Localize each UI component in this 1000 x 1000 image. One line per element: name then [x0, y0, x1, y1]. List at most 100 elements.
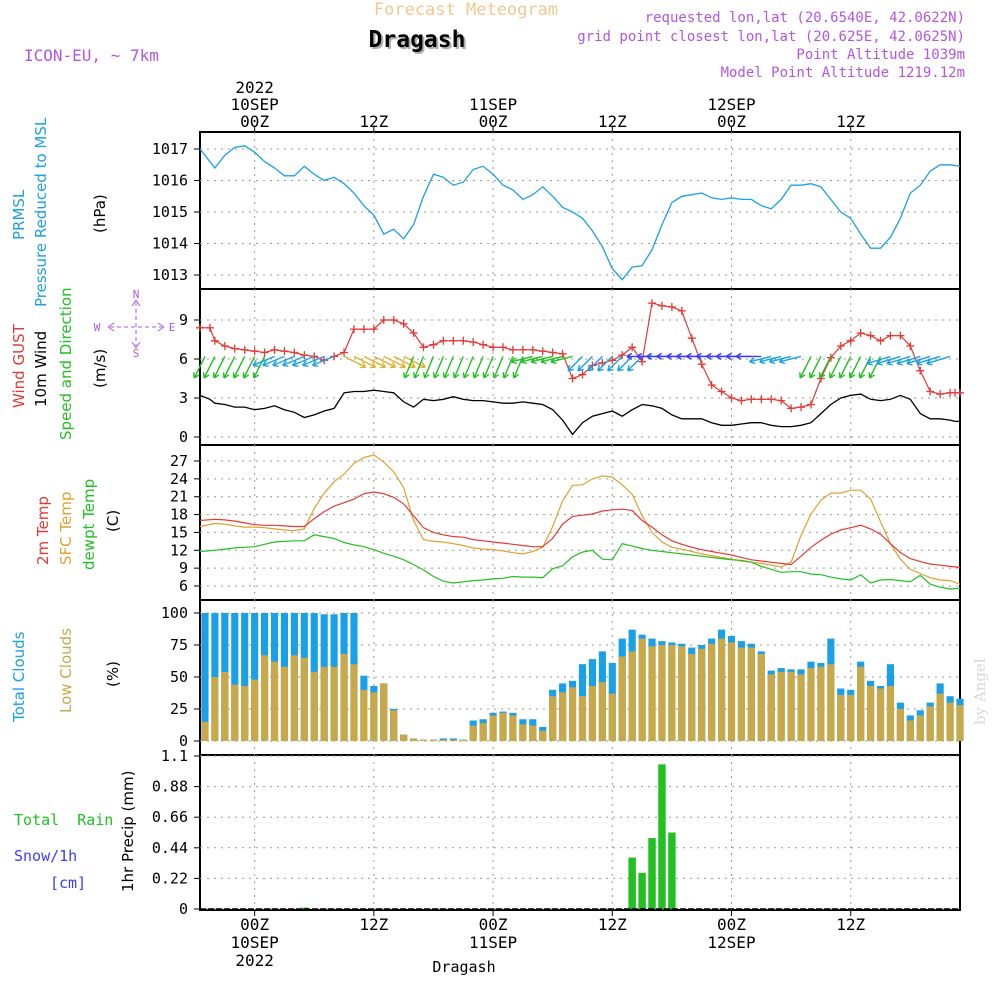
gust-marker	[518, 345, 527, 354]
gust-marker	[846, 336, 855, 345]
low-cloud-bar	[469, 725, 477, 741]
y-tick-label: 0	[179, 900, 188, 918]
low-cloud-bar	[519, 724, 527, 741]
low-cloud-bar	[678, 646, 686, 741]
gust-marker	[220, 342, 229, 350]
wind-label-unit: (m/s)	[91, 349, 109, 388]
x-tick-label-top: 11SEP	[469, 95, 517, 114]
wind-arrow	[363, 355, 387, 369]
wind-arrow	[423, 356, 435, 379]
wind-arrow	[452, 356, 464, 379]
gust-marker	[310, 352, 319, 361]
compass-e: E	[169, 321, 176, 334]
low-cloud-bar	[270, 661, 279, 741]
pressure-line	[199, 145, 961, 281]
y-tick-label: 0.22	[152, 869, 188, 887]
wind-arrow	[778, 355, 802, 365]
rain-bar	[668, 832, 676, 909]
x-tick-label-top: 12Z	[598, 112, 627, 131]
wind-arrow	[442, 356, 454, 379]
low-cloud-bar	[876, 688, 885, 741]
low-cloud-bar	[727, 642, 736, 741]
dewpt-line	[199, 534, 961, 590]
precip-label-cm: [cm]	[50, 874, 86, 892]
gust-marker	[359, 325, 368, 334]
wind-arrow	[193, 356, 206, 379]
wind-arrow	[311, 355, 335, 367]
wind-arrow	[828, 356, 842, 379]
low-cloud-bar	[916, 715, 924, 741]
gust-marker	[290, 348, 299, 357]
wind-line	[199, 389, 960, 436]
low-cloud-bar	[529, 725, 537, 741]
low-cloud-bar	[936, 693, 944, 741]
low-cloud-bar	[439, 739, 447, 741]
low-cloud-bar	[201, 721, 209, 741]
y-tick-label: 75	[170, 636, 188, 654]
low-cloud-bar	[698, 648, 706, 741]
temp2m-line	[199, 491, 961, 569]
rain-bar	[658, 764, 666, 909]
low-cloud-bar	[280, 666, 289, 741]
gust-marker	[618, 351, 627, 360]
wind-arrow	[577, 355, 593, 372]
wind-arrow	[272, 355, 295, 367]
gust-marker	[499, 343, 508, 352]
low-cloud-bar	[568, 687, 577, 741]
gust-marker	[697, 360, 706, 369]
low-cloud-bar	[578, 696, 587, 741]
wind-arrow	[540, 355, 563, 365]
low-cloud-bar	[360, 689, 368, 741]
pressure-label-prmsl: PRMSL	[10, 189, 28, 240]
low-cloud-bar	[956, 705, 964, 741]
gust-marker	[270, 345, 279, 354]
sfc-temp-line	[199, 454, 961, 585]
wind-arrow	[597, 355, 613, 372]
gust-marker	[737, 396, 746, 405]
y-tick-label: 15	[170, 523, 188, 541]
wind-arrow	[916, 355, 941, 366]
wind-arrow	[530, 355, 553, 365]
wind-arrow	[282, 355, 305, 367]
y-tick-label: 25	[170, 700, 188, 718]
requested-coords: requested lon,lat (20.6540E, 42.0622N)	[645, 10, 965, 26]
temp-label-sfc: SFC Temp	[57, 492, 75, 565]
wind-arrow	[502, 356, 514, 379]
model-name: ICON-EU, ~ 7km	[24, 46, 159, 65]
precip-label-axis: 1hr Precip (mm)	[119, 771, 137, 892]
compass-w: W	[94, 321, 101, 334]
low-cloud-bar	[320, 666, 328, 741]
low-cloud-bar	[340, 653, 348, 741]
rain-bar	[638, 872, 646, 909]
low-cloud-bar	[429, 739, 438, 741]
gust-marker	[340, 348, 349, 357]
gust-marker	[479, 340, 488, 349]
gust-marker	[926, 387, 935, 396]
low-cloud-bar	[598, 682, 606, 741]
x-tick-label-top: 12SEP	[707, 95, 755, 114]
x-tick-label-bottom: 12Z	[598, 915, 627, 934]
total-cloud-bar	[251, 613, 259, 741]
low-cloud-bar	[777, 671, 785, 741]
pressure-label-desc: Pressure Reduced to MSL	[32, 117, 50, 307]
wind-arrow	[252, 355, 275, 367]
wind-arrow	[735, 352, 762, 361]
wind-arrow	[818, 356, 832, 379]
wind-arrow	[512, 356, 524, 379]
low-cloud-bar	[479, 723, 487, 741]
low-cloud-bar	[300, 657, 308, 741]
low-cloud-bar	[847, 694, 855, 741]
wind-arrow	[876, 355, 901, 366]
wind-arrow	[432, 356, 445, 379]
x-tick-label-bottom: 2022	[235, 951, 274, 970]
gust-marker	[797, 403, 806, 412]
gust-marker	[747, 395, 756, 404]
gust-marker	[936, 390, 945, 399]
low-cloud-bar	[419, 739, 428, 741]
gust-marker	[548, 348, 557, 357]
x-tick-label-top: 2022	[235, 78, 274, 97]
wind-arrow	[567, 355, 583, 372]
gust-marker	[379, 316, 388, 324]
low-cloud-bar	[896, 709, 904, 741]
gust-marker	[777, 396, 786, 405]
